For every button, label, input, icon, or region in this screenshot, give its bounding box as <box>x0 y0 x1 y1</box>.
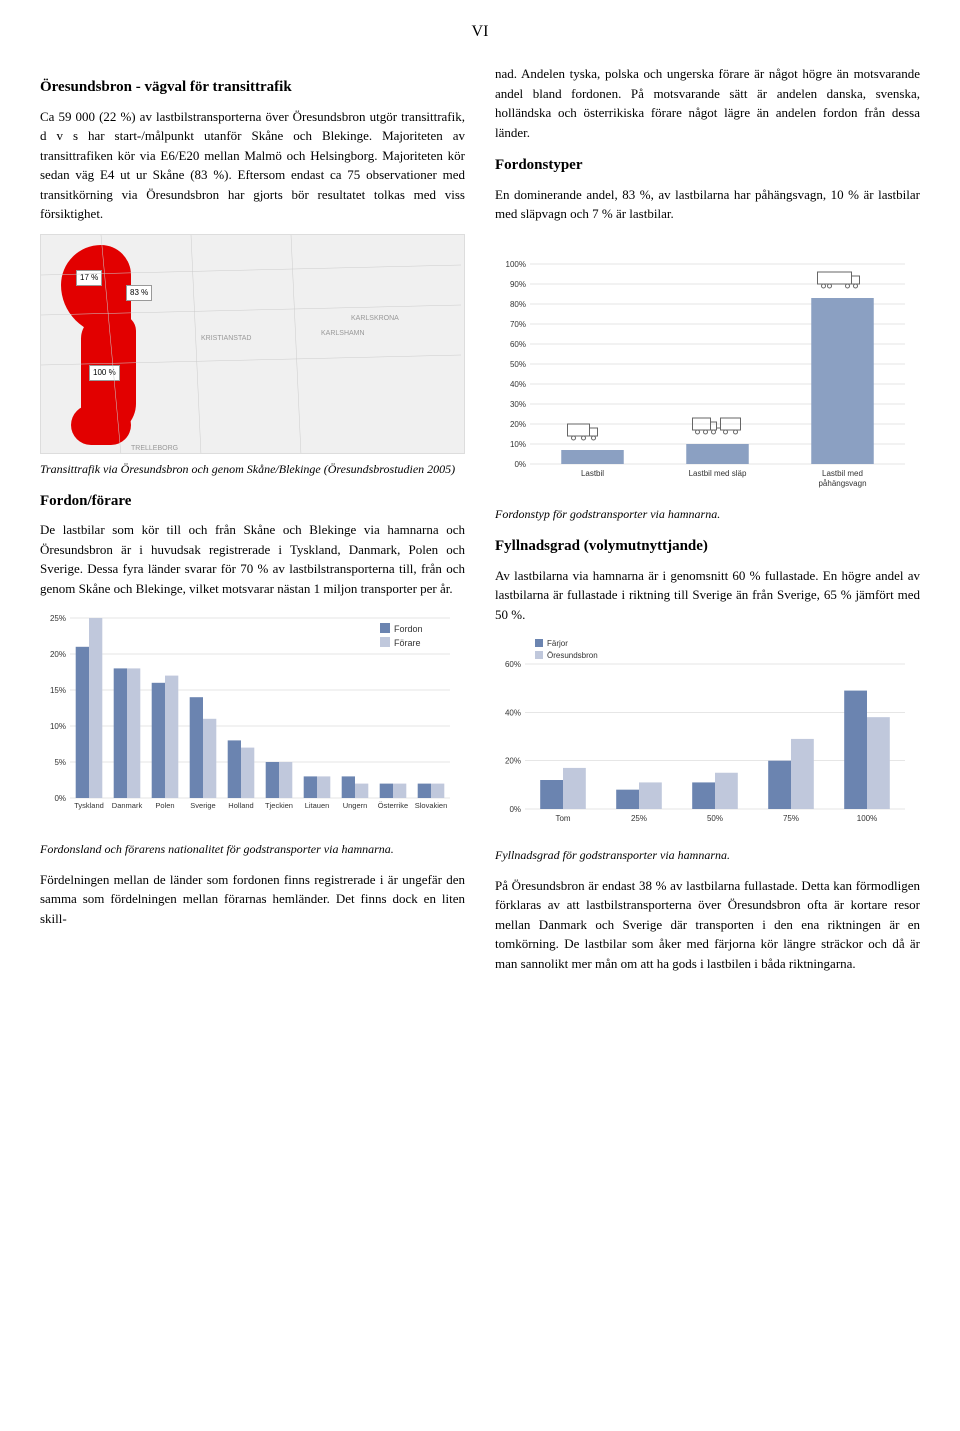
svg-text:10%: 10% <box>510 440 526 449</box>
para-nad: nad. Andelen tyska, polska och ungerska … <box>495 64 920 142</box>
heading-fordon-forare: Fordon/förare <box>40 490 465 513</box>
para-fyllnadsgrad: Av lastbilarna via hamnarna är i genomsn… <box>495 566 920 625</box>
svg-text:10%: 10% <box>50 722 66 731</box>
svg-text:TRELLEBORG: TRELLEBORG <box>131 445 178 452</box>
svg-text:Färjor: Färjor <box>547 639 568 648</box>
svg-text:40%: 40% <box>505 708 521 717</box>
svg-text:80%: 80% <box>510 300 526 309</box>
para-transittrafik: Ca 59 000 (22 %) av lastbilstransportern… <box>40 107 465 224</box>
svg-text:Förare: Förare <box>394 638 421 648</box>
svg-text:Tyskland: Tyskland <box>74 801 104 810</box>
svg-text:50%: 50% <box>707 814 723 823</box>
svg-text:20%: 20% <box>50 650 66 659</box>
para-fordon-forare: De lastbilar som kör till och från Skåne… <box>40 520 465 598</box>
svg-text:100%: 100% <box>506 260 526 269</box>
svg-text:15%: 15% <box>50 686 66 695</box>
svg-text:30%: 30% <box>510 400 526 409</box>
svg-text:Österrike: Österrike <box>378 801 408 810</box>
svg-text:Danmark: Danmark <box>112 801 143 810</box>
svg-text:60%: 60% <box>505 660 521 669</box>
heading-fyllnadsgrad: Fyllnadsgrad (volymutnyttjande) <box>495 535 920 558</box>
svg-text:Fordon: Fordon <box>394 624 423 634</box>
heading-fordonstyper: Fordonstyper <box>495 154 920 177</box>
svg-text:70%: 70% <box>510 320 526 329</box>
para-oresundsbron-38: På Öresundsbron är endast 38 % av lastbi… <box>495 876 920 974</box>
chart-fyllnadsgrad: 0% 20% 40% 60% Tom 25% 50% 75% 100% Färjor Öresund… <box>495 634 920 840</box>
page-number: VI <box>40 20 920 44</box>
svg-text:Litauen: Litauen <box>305 801 330 810</box>
right-column: nad. Andelen tyska, polska och ungerska … <box>495 64 920 983</box>
svg-text:Sverige: Sverige <box>190 801 215 810</box>
svg-text:KRISTIANSTAD: KRISTIANSTAD <box>201 335 251 342</box>
svg-text:90%: 90% <box>510 280 526 289</box>
left-column: Öresundsbron - vägval för transittrafik … <box>40 64 465 983</box>
svg-text:75%: 75% <box>783 814 799 823</box>
svg-text:Ungern: Ungern <box>343 801 368 810</box>
svg-text:20%: 20% <box>510 420 526 429</box>
map-caption: Transittrafik via Öresundsbron och genom… <box>40 460 465 478</box>
svg-text:KARLSKRONA: KARLSKRONA <box>351 315 399 322</box>
heading-oresundsbron: Öresundsbron - vägval för transittrafik <box>40 76 465 99</box>
svg-text:Lastbil med: Lastbil med <box>822 469 863 478</box>
transit-map: 17 % 83 % 100 % KRISTIANSTAD KARLSHAMN K… <box>40 234 465 454</box>
svg-text:Tjeckien: Tjeckien <box>265 801 293 810</box>
svg-text:50%: 50% <box>510 360 526 369</box>
chart1-caption: Fordonsland och förarens nationalitet fö… <box>40 840 465 858</box>
svg-text:Tom: Tom <box>555 814 570 823</box>
chart-fordonstyper: 0% 10% 20% 30% 40% 50% 60% 70% 80% 90% 100% Lastbil… <box>495 234 920 500</box>
para-fordonstyper: En dominerande andel, 83 %, av lastbilar… <box>495 185 920 224</box>
para-fordelning: Fördelningen mellan de länder som fordon… <box>40 870 465 929</box>
chart3-caption: Fyllnadsgrad för godstransporter via ham… <box>495 846 920 864</box>
svg-text:5%: 5% <box>54 758 66 767</box>
svg-text:Holland: Holland <box>228 801 253 810</box>
svg-text:60%: 60% <box>510 340 526 349</box>
svg-text:0%: 0% <box>54 794 66 803</box>
svg-text:25%: 25% <box>50 614 66 623</box>
svg-text:KARLSHAMN: KARLSHAMN <box>321 330 365 337</box>
svg-text:Slovakien: Slovakien <box>415 801 448 810</box>
chart2-caption: Fordonstyp för godstransporter via hamna… <box>495 505 920 523</box>
svg-text:100%: 100% <box>857 814 877 823</box>
svg-text:0%: 0% <box>514 460 526 469</box>
svg-text:40%: 40% <box>510 380 526 389</box>
svg-text:Lastbil: Lastbil <box>581 469 604 478</box>
svg-text:Lastbil med släp: Lastbil med släp <box>689 469 747 478</box>
svg-text:20%: 20% <box>505 757 521 766</box>
svg-text:0%: 0% <box>509 805 521 814</box>
svg-text:Polen: Polen <box>155 801 174 810</box>
svg-text:25%: 25% <box>631 814 647 823</box>
svg-text:påhängsvagn: påhängsvagn <box>818 479 866 488</box>
chart-countries: 0% 5% 10% 15% 20% 25% Tyskland Danmark Polen Sver… <box>40 608 465 834</box>
svg-text:Öresundsbron: Öresundsbron <box>547 651 598 660</box>
main-columns: Öresundsbron - vägval för transittrafik … <box>40 64 920 983</box>
